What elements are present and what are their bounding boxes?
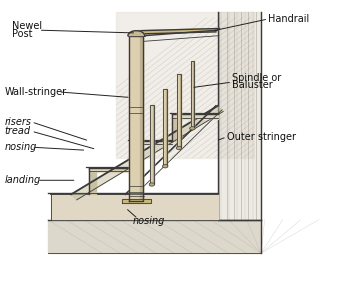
Text: Baluster: Baluster [232, 80, 273, 91]
Polygon shape [89, 168, 131, 171]
Text: nosing: nosing [133, 216, 165, 226]
Polygon shape [130, 36, 143, 201]
Polygon shape [172, 114, 179, 141]
Text: landing: landing [4, 175, 41, 185]
Polygon shape [177, 74, 181, 148]
Text: risers: risers [4, 117, 31, 127]
Ellipse shape [149, 183, 155, 186]
Polygon shape [163, 89, 167, 166]
Polygon shape [193, 61, 194, 128]
Polygon shape [89, 168, 95, 194]
Polygon shape [150, 105, 154, 184]
Text: nosing: nosing [4, 142, 37, 152]
Text: Outer stringer: Outer stringer [227, 132, 296, 142]
Polygon shape [131, 141, 172, 144]
Polygon shape [128, 31, 144, 36]
Polygon shape [89, 168, 131, 172]
Ellipse shape [163, 165, 168, 168]
Polygon shape [172, 114, 218, 118]
Polygon shape [218, 12, 261, 253]
Ellipse shape [189, 127, 195, 130]
Polygon shape [117, 12, 254, 158]
Polygon shape [51, 194, 218, 220]
Ellipse shape [176, 146, 182, 150]
Polygon shape [71, 106, 223, 200]
Text: Handrail: Handrail [268, 14, 310, 24]
Polygon shape [131, 141, 172, 145]
Polygon shape [152, 105, 154, 184]
Text: Spindle or: Spindle or [232, 73, 281, 83]
Polygon shape [131, 141, 137, 168]
Polygon shape [191, 61, 194, 128]
Polygon shape [140, 36, 143, 201]
Text: Post: Post [12, 29, 32, 39]
Text: tread: tread [4, 126, 30, 136]
Text: Wall-stringer: Wall-stringer [4, 87, 66, 97]
Polygon shape [48, 220, 261, 253]
Polygon shape [180, 74, 181, 148]
Polygon shape [122, 199, 151, 203]
Text: Newel: Newel [12, 21, 42, 31]
Polygon shape [134, 28, 220, 34]
Polygon shape [172, 114, 218, 118]
Polygon shape [166, 89, 167, 166]
